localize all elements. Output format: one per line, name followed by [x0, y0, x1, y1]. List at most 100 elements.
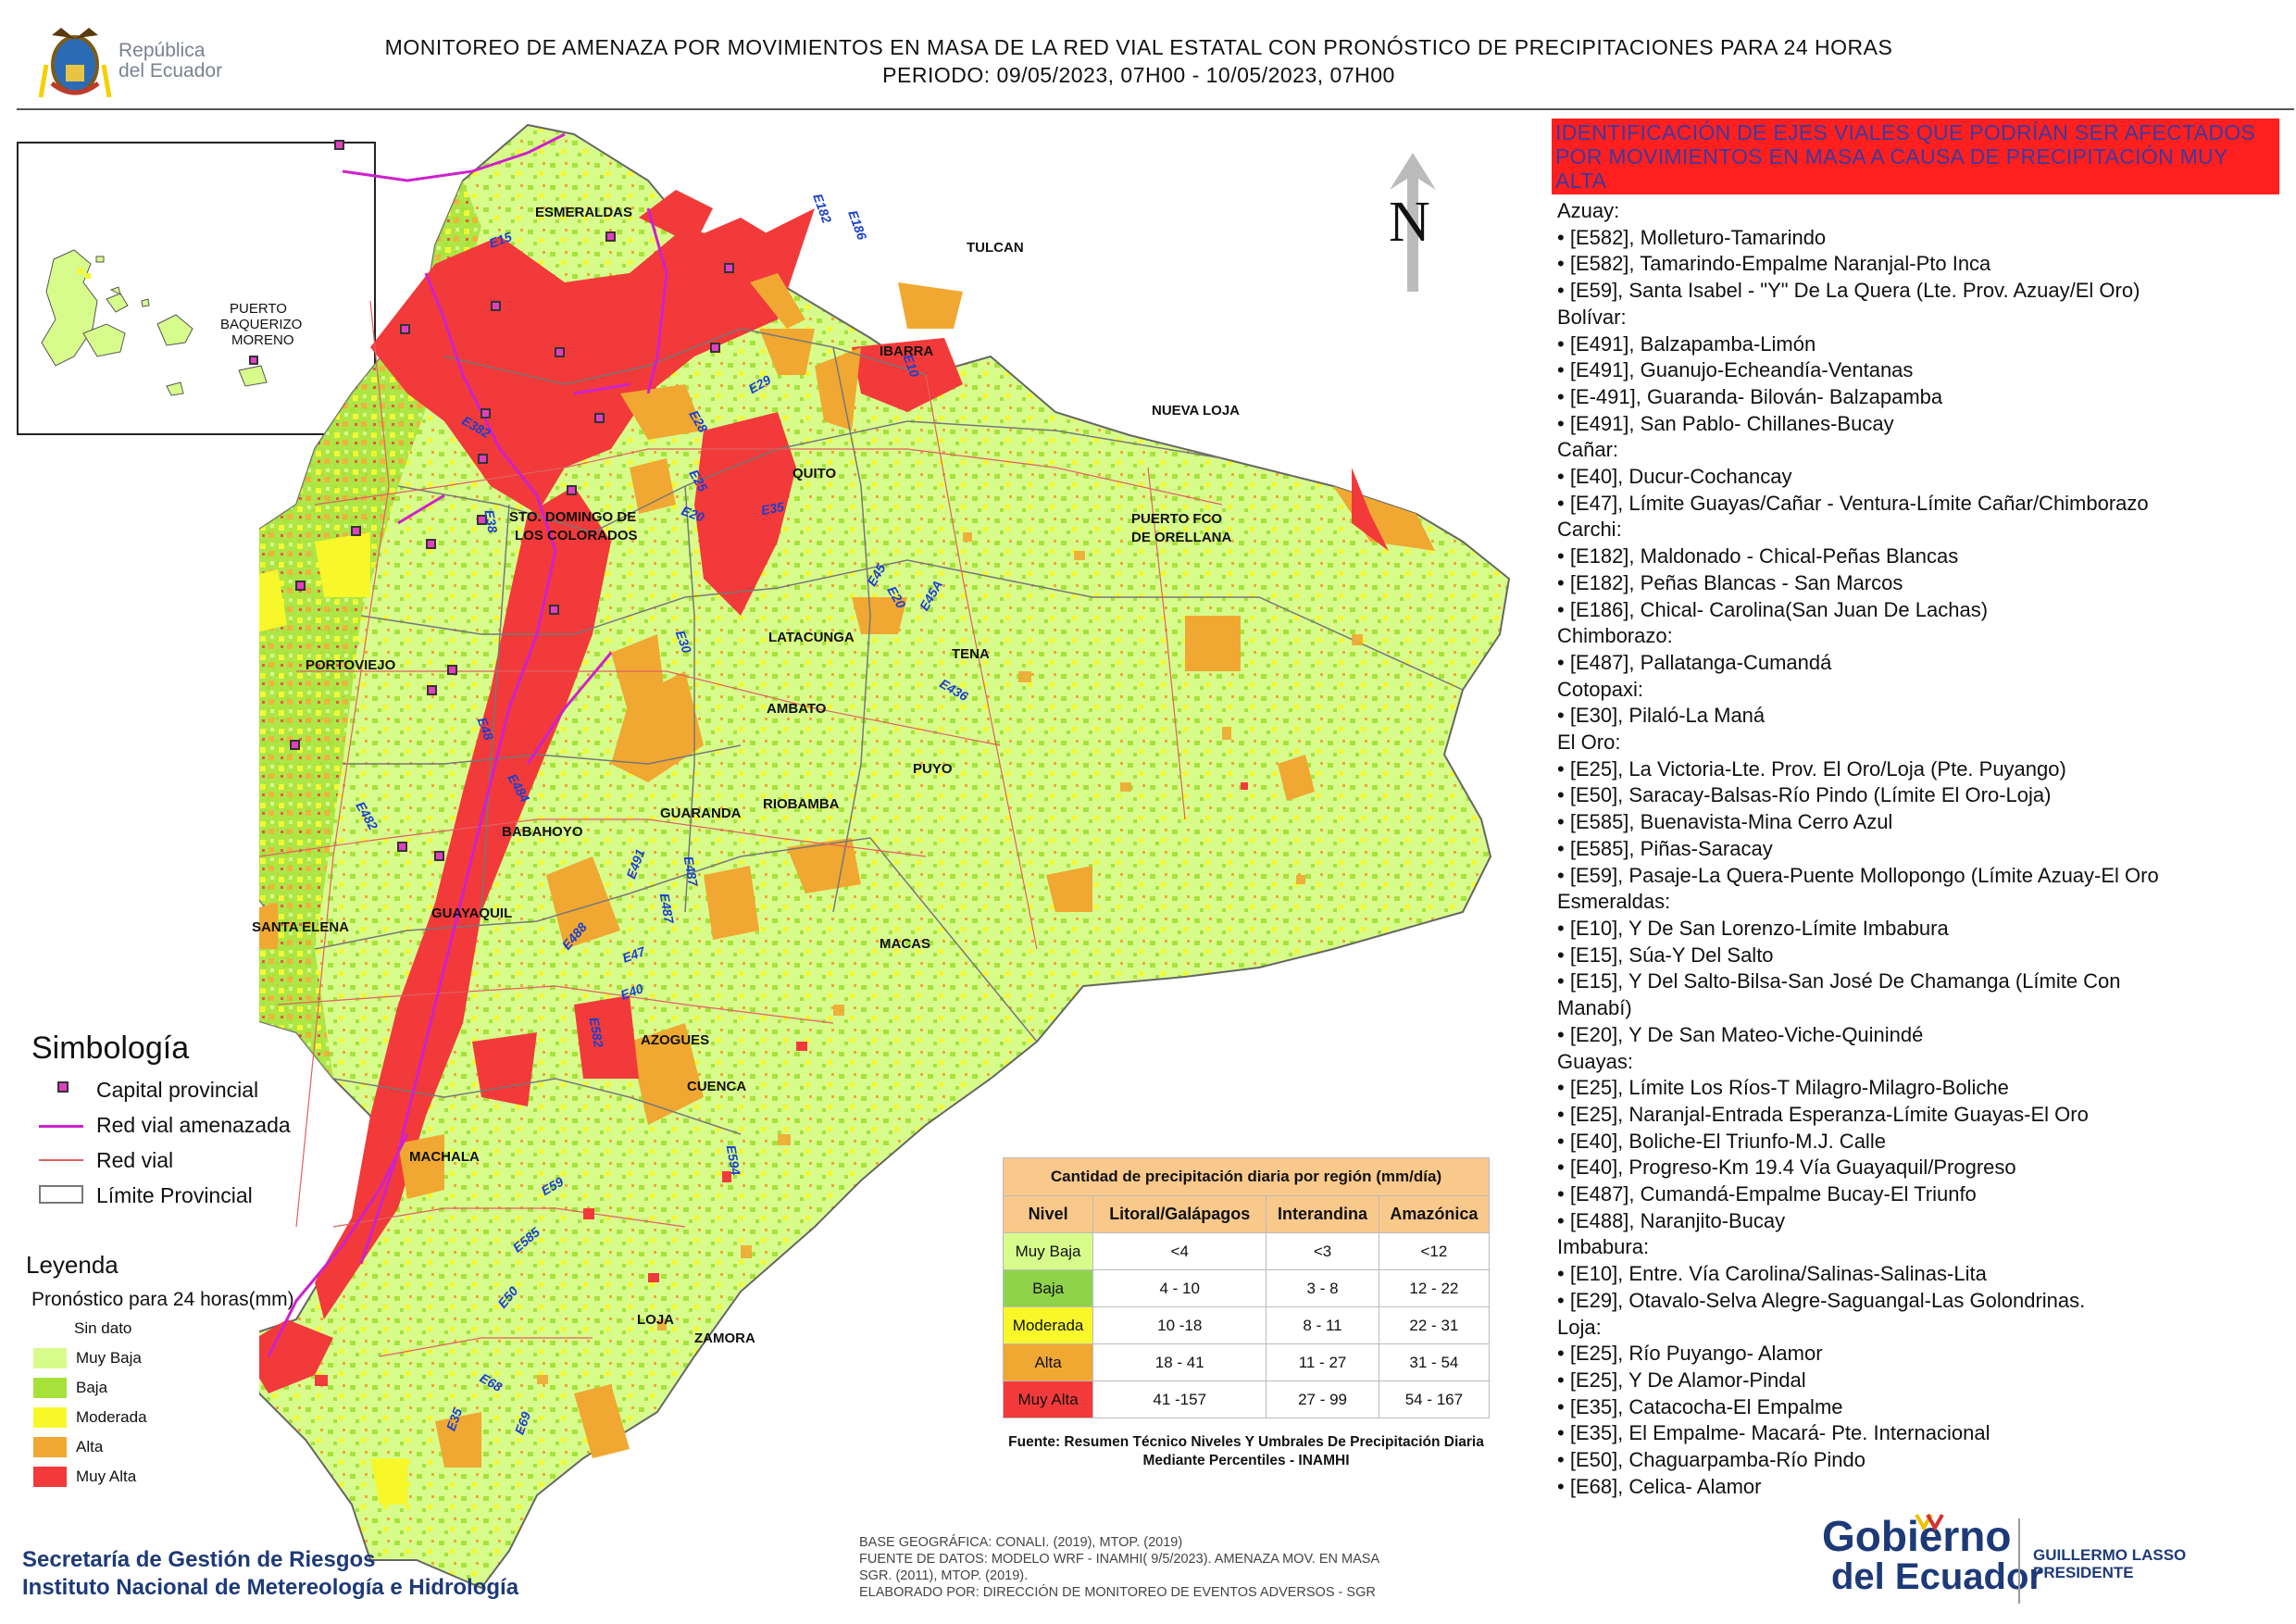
- city-label: MACAS: [880, 936, 930, 952]
- table-cell: 8 - 11: [1266, 1306, 1379, 1344]
- table-row: Muy Baja <4 <3 <12: [1002, 1232, 1491, 1270]
- province-heading: Esmeraldas:: [1557, 890, 1671, 914]
- table-cell: Baja: [1002, 1269, 1094, 1307]
- header-divider: [17, 108, 2294, 110]
- legend-swatch: [33, 1467, 67, 1487]
- affected-road-item: • [E50], Saracay-Balsas-Río Pindo (Límit…: [1557, 783, 2052, 807]
- legend-label: Muy Baja: [76, 1349, 142, 1367]
- province-heading: Guayas:: [1557, 1049, 1633, 1073]
- province-heading: Bolívar:: [1557, 305, 1627, 329]
- province-heading: Manabí): [1557, 996, 1632, 1020]
- legend-threatened-road-label: Red vial amenazada: [96, 1113, 291, 1137]
- gobierno-line-1: Gobierno: [1822, 1512, 2012, 1560]
- affected-road-item: • [E487], Pallatanga-Cumandá: [1557, 650, 1832, 674]
- city-label: CUENCA: [687, 1079, 747, 1094]
- affected-road-item: • [E182], Peñas Blancas - San Marcos: [1557, 570, 1903, 594]
- inset-label-3: MORENO: [231, 332, 294, 348]
- province-heading: Azuay:: [1557, 199, 1620, 222]
- province-heading: Loja:: [1557, 1315, 1602, 1339]
- very-high-zone-tena: [694, 412, 796, 616]
- affected-road-item: • [E582], Molleturo-Tamarindo: [1557, 225, 1827, 249]
- affected-road-item: • [E40], Progreso-Km 19.4 Vía Guayaquil/…: [1557, 1156, 2016, 1180]
- city-label: ESMERALDAS: [535, 205, 633, 220]
- city-label: DE ORELLANA: [1131, 530, 1232, 545]
- city-label: LOS COLORADOS: [515, 528, 638, 543]
- legend-swatch: [33, 1348, 67, 1368]
- alert-header: IDENTIFICACIÓN DE EJES VIALES QUE PODRÍA…: [1552, 119, 2279, 194]
- table-row: Moderada 10 -18 8 - 11 22 - 31: [1002, 1306, 1491, 1344]
- table-cell: <3: [1266, 1232, 1379, 1270]
- affected-road-item: • [E488], Naranjito-Bucay: [1557, 1208, 1786, 1232]
- leyenda-subtitle: Pronóstico para 24 horas(mm): [31, 1289, 294, 1310]
- legend-label: Alta: [76, 1438, 104, 1455]
- legend-label: Sin dato: [74, 1319, 132, 1337]
- province-heading: El Oro:: [1557, 731, 1621, 755]
- legend-swatch: [33, 1318, 67, 1339]
- meta-line-1: BASE GEOGRÁFICA: CONALI. (2019), MTOP. (…: [859, 1535, 1183, 1550]
- affected-road-item: • [E585], Piñas-Saracay: [1557, 836, 1773, 860]
- affected-road-item: • [E491], Guanujo-Echeandía-Ventanas: [1557, 358, 1914, 382]
- north-label: N: [1389, 191, 1430, 254]
- affected-road-item: • [E29], Otavalo-Selva Alegre-Saguangal-…: [1557, 1288, 2086, 1312]
- affected-road-item: • [E15], Súa-Y Del Salto: [1557, 943, 1774, 967]
- province-heading: Cañar:: [1557, 438, 1619, 462]
- legend-swatch: [33, 1378, 67, 1398]
- affected-road-item: • [E59], Pasaje-La Quera-Puente Mollopon…: [1557, 863, 2159, 887]
- city-label: QUITO: [792, 466, 837, 481]
- affected-road-item: • [E-491], Guaranda- Bilován- Balzapamba: [1557, 384, 1943, 408]
- leyenda-title: Leyenda: [26, 1251, 119, 1279]
- table-row: Alta 18 - 41 11 - 27 31 - 54: [1002, 1343, 1491, 1381]
- legend-label: Baja: [76, 1379, 108, 1396]
- city-label: STO. DOMINGO DE: [509, 509, 637, 525]
- affected-road-item: • [E186], Chical- Carolina(San Juan De L…: [1557, 597, 1989, 621]
- city-label: BABAHOYO: [502, 824, 583, 840]
- affected-road-item: • [E35], Catacocha-El Empalme: [1557, 1394, 1843, 1418]
- org-line-2: Instituto Nacional de Metereología e Hid…: [22, 1575, 519, 1600]
- table-cell: 22 - 31: [1378, 1306, 1491, 1344]
- meta-line-3: SGR. (2011), MTOP. (2019).: [859, 1568, 1029, 1583]
- table-header: Nivel: [1002, 1195, 1094, 1233]
- table-cell: 41 -157: [1092, 1380, 1267, 1418]
- table-cell: 54 - 167: [1378, 1380, 1491, 1418]
- table-header: Amazónica: [1378, 1195, 1491, 1233]
- affected-road-item: • [E582], Tamarindo-Empalme Naranjal-Pto…: [1557, 252, 1991, 276]
- footer-metadata: BASE GEOGRÁFICA: CONALI. (2019), MTOP. (…: [859, 1534, 1379, 1601]
- table-source: Fuente: Resumen Técnico Niveles Y Umbral…: [1008, 1434, 1484, 1468]
- city-label: SANTA ELENA: [252, 919, 349, 935]
- title-line-2: PERIODO: 09/05/2023, 07H00 - 10/05/2023,…: [882, 63, 1395, 87]
- org-line-1: Secretaría de Gestión de Riesgos: [22, 1547, 376, 1572]
- very-high-zone-el-oro: [241, 1319, 333, 1393]
- affected-road-item: • [E30], Pilaló-La Maná: [1557, 704, 1766, 728]
- meta-line-4: ELABORADO POR: DIRECCIÓN DE MONITOREO DE…: [859, 1585, 1376, 1600]
- gobierno-line-2: del Ecuador: [1831, 1556, 2043, 1597]
- table-cell: Alta: [1002, 1343, 1094, 1381]
- city-label: TULCAN: [967, 240, 1024, 256]
- title-line-1: MONITOREO DE AMENAZA POR MOVIMIENTOS EN …: [384, 35, 1893, 59]
- table-cell: 27 - 99: [1266, 1380, 1379, 1418]
- page-title: MONITOREO DE AMENAZA POR MOVIMIENTOS EN …: [296, 33, 1981, 89]
- map-svg: [183, 123, 1511, 1590]
- city-label: TENA: [952, 646, 990, 662]
- threatened-road-line-icon: [39, 1125, 83, 1128]
- gobierno-separator: [2018, 1518, 2020, 1604]
- city-label: RIOBAMBA: [763, 796, 840, 812]
- affected-road-item: • [E25], Río Puyango- Alamor: [1557, 1342, 1823, 1366]
- affected-road-item: • [E491], Balzapamba-Limón: [1557, 331, 1816, 356]
- table-cell: Muy Baja: [1002, 1232, 1094, 1270]
- legend-road-label: Red vial: [96, 1148, 174, 1172]
- table-cell: <4: [1092, 1232, 1267, 1270]
- affected-road-item: • [E59], Santa Isabel - "Y" De La Quera …: [1557, 279, 2140, 303]
- footer-organizations: Secretaría de Gestión de Riesgos Institu…: [22, 1546, 518, 1602]
- table-row: Muy Alta 41 -157 27 - 99 54 - 167: [1002, 1380, 1491, 1418]
- affected-road-item: • [E68], Celica- Alamor: [1557, 1474, 1762, 1498]
- legend-label: Moderada: [76, 1408, 147, 1426]
- city-label: PUERTO FCO: [1131, 511, 1223, 527]
- province-boundary-icon: [39, 1185, 83, 1204]
- table-cell: 11 - 27: [1266, 1343, 1379, 1381]
- ecuador-coat-of-arms-logo: [33, 9, 256, 102]
- table-cell: 3 - 8: [1266, 1269, 1379, 1307]
- province-heading: Chimborazo:: [1557, 624, 1673, 648]
- affected-roads-list: Azuay: • [E582], Molleturo-Tamarindo • [E5…: [1557, 198, 2289, 1500]
- inset-label-1: PUERTO: [230, 301, 287, 317]
- legend-label: Muy Alta: [76, 1468, 137, 1485]
